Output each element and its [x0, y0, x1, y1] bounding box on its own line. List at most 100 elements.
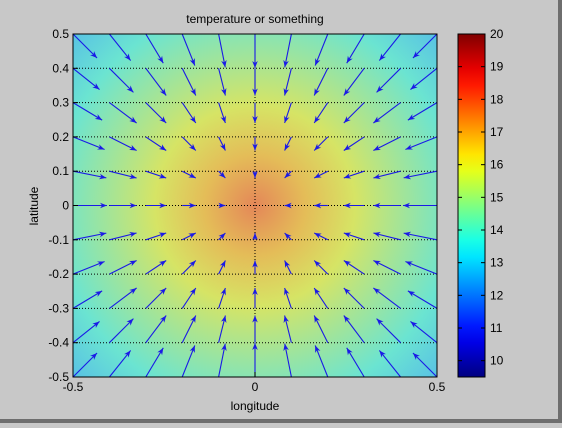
quiver-arrow — [218, 102, 226, 124]
quiver-arrow — [284, 287, 292, 309]
quiver-arrow — [314, 345, 329, 378]
y-axis-label: latitude — [27, 186, 41, 225]
quiver-arrow — [284, 260, 292, 275]
quiver-arrow — [72, 102, 103, 121]
colorbar-tick-label: 16 — [490, 158, 504, 172]
colorbar — [457, 33, 486, 378]
quiver-arrow — [145, 347, 164, 378]
quiver-arrow — [343, 287, 365, 309]
colorbar-tick-label: 15 — [490, 190, 504, 204]
quiver-arrow — [405, 136, 438, 151]
quiver-arrow — [407, 290, 438, 309]
colorbar-tick-label: 20 — [490, 27, 504, 41]
x-tick-label: 0 — [252, 380, 259, 394]
quiver-arrow — [346, 33, 365, 64]
quiver-arrow — [284, 232, 292, 241]
quiver-arrow — [145, 315, 167, 344]
quiver-arrow — [412, 33, 438, 59]
quiver-arrow — [218, 260, 226, 275]
quiver-arrow — [343, 315, 365, 344]
quiver-arrow — [283, 68, 292, 96]
quiver-arrow — [410, 67, 438, 90]
quiver-arrow — [72, 321, 100, 344]
quiver-arrow — [109, 102, 137, 124]
y-tick-label: -0.5 — [48, 370, 69, 384]
quiver-arrow — [373, 260, 401, 275]
quiver-arrow — [109, 67, 134, 93]
quiver-arrow — [108, 350, 132, 378]
colorbar-tick-label: 19 — [490, 60, 504, 74]
quiver-arrow — [405, 260, 438, 275]
quiver-arrow — [410, 321, 438, 344]
quiver-arrow — [412, 352, 438, 378]
quiver-arrow — [181, 102, 197, 124]
quiver-arrow — [218, 232, 226, 241]
quiver-arrow — [109, 136, 137, 151]
chart-title: temperature or something — [186, 12, 323, 26]
quiver-arrow — [373, 102, 401, 124]
quiver-arrow — [343, 67, 365, 96]
quiver-arrow — [313, 232, 329, 241]
quiver-arrow — [343, 170, 365, 179]
colorbar-tick-label: 12 — [490, 288, 504, 302]
quiver-arrow — [181, 315, 197, 343]
colorbar-tick-label: 14 — [490, 223, 504, 237]
quiver-arrow — [343, 260, 365, 275]
quiver-arrow — [145, 67, 167, 96]
quiver-arrow — [145, 136, 167, 151]
x-tick-label: 0.5 — [429, 380, 446, 394]
quiver-arrow — [343, 232, 365, 241]
quiver-arrow — [283, 33, 292, 68]
y-tick-label: -0.3 — [48, 301, 69, 315]
quiver-arrow — [373, 136, 401, 151]
x-axis-label: longitude — [231, 399, 280, 413]
quiver-arrow — [218, 68, 227, 96]
quiver-arrow — [145, 170, 167, 179]
quiver-arrow — [313, 260, 329, 275]
quiver-arrow — [373, 231, 401, 241]
quiver-arrow — [313, 102, 329, 124]
quiver-arrow — [343, 102, 365, 124]
quiver-arrow — [109, 287, 137, 309]
quiver-arrow — [181, 232, 197, 241]
quiver-arrow — [283, 315, 292, 343]
quiver-arrow — [145, 33, 164, 64]
quiver-arrow — [181, 170, 197, 179]
y-tick-label: 0.5 — [52, 27, 69, 41]
quiver-arrow — [109, 170, 137, 180]
quiver-arrow — [403, 170, 438, 180]
quiver-arrow — [72, 170, 107, 180]
quiver-arrow — [72, 33, 98, 59]
x-tick-label: -0.5 — [63, 380, 84, 394]
quiver-arrow — [218, 343, 227, 378]
window-edge-right — [558, 0, 562, 423]
quiver-arrow — [181, 136, 197, 151]
quiver-arrow — [218, 136, 226, 151]
quiver-arrow — [218, 170, 226, 179]
quiver-arrow — [284, 170, 292, 179]
quiver-arrow — [378, 350, 402, 378]
quiver-arrow — [373, 170, 401, 180]
quiver-arrow — [218, 287, 226, 309]
grid-lines — [73, 34, 437, 377]
x-axis-ticks: -0.5 0 0.5 — [63, 372, 446, 394]
quiver-arrows — [72, 33, 438, 378]
quiver-arrow — [72, 352, 98, 378]
quiver-arrow — [181, 33, 196, 66]
quiver-arrow — [109, 260, 137, 275]
quiver-arrow — [313, 170, 329, 179]
window-edge-bottom — [0, 419, 562, 423]
quiver-arrow — [145, 102, 167, 124]
quiver-arrow — [108, 33, 132, 61]
quiver-arrow — [72, 290, 103, 309]
quiver-arrow — [376, 67, 401, 93]
quiver-arrow — [346, 347, 365, 378]
quiver-arrow — [72, 136, 105, 151]
quiver-arrow — [314, 33, 329, 66]
quiver-arrow — [109, 231, 137, 241]
colorbar-tick-label: 13 — [490, 256, 504, 270]
y-tick-label: -0.2 — [48, 267, 69, 281]
quiver-arrow — [407, 102, 438, 121]
quiver-arrow — [313, 315, 329, 343]
